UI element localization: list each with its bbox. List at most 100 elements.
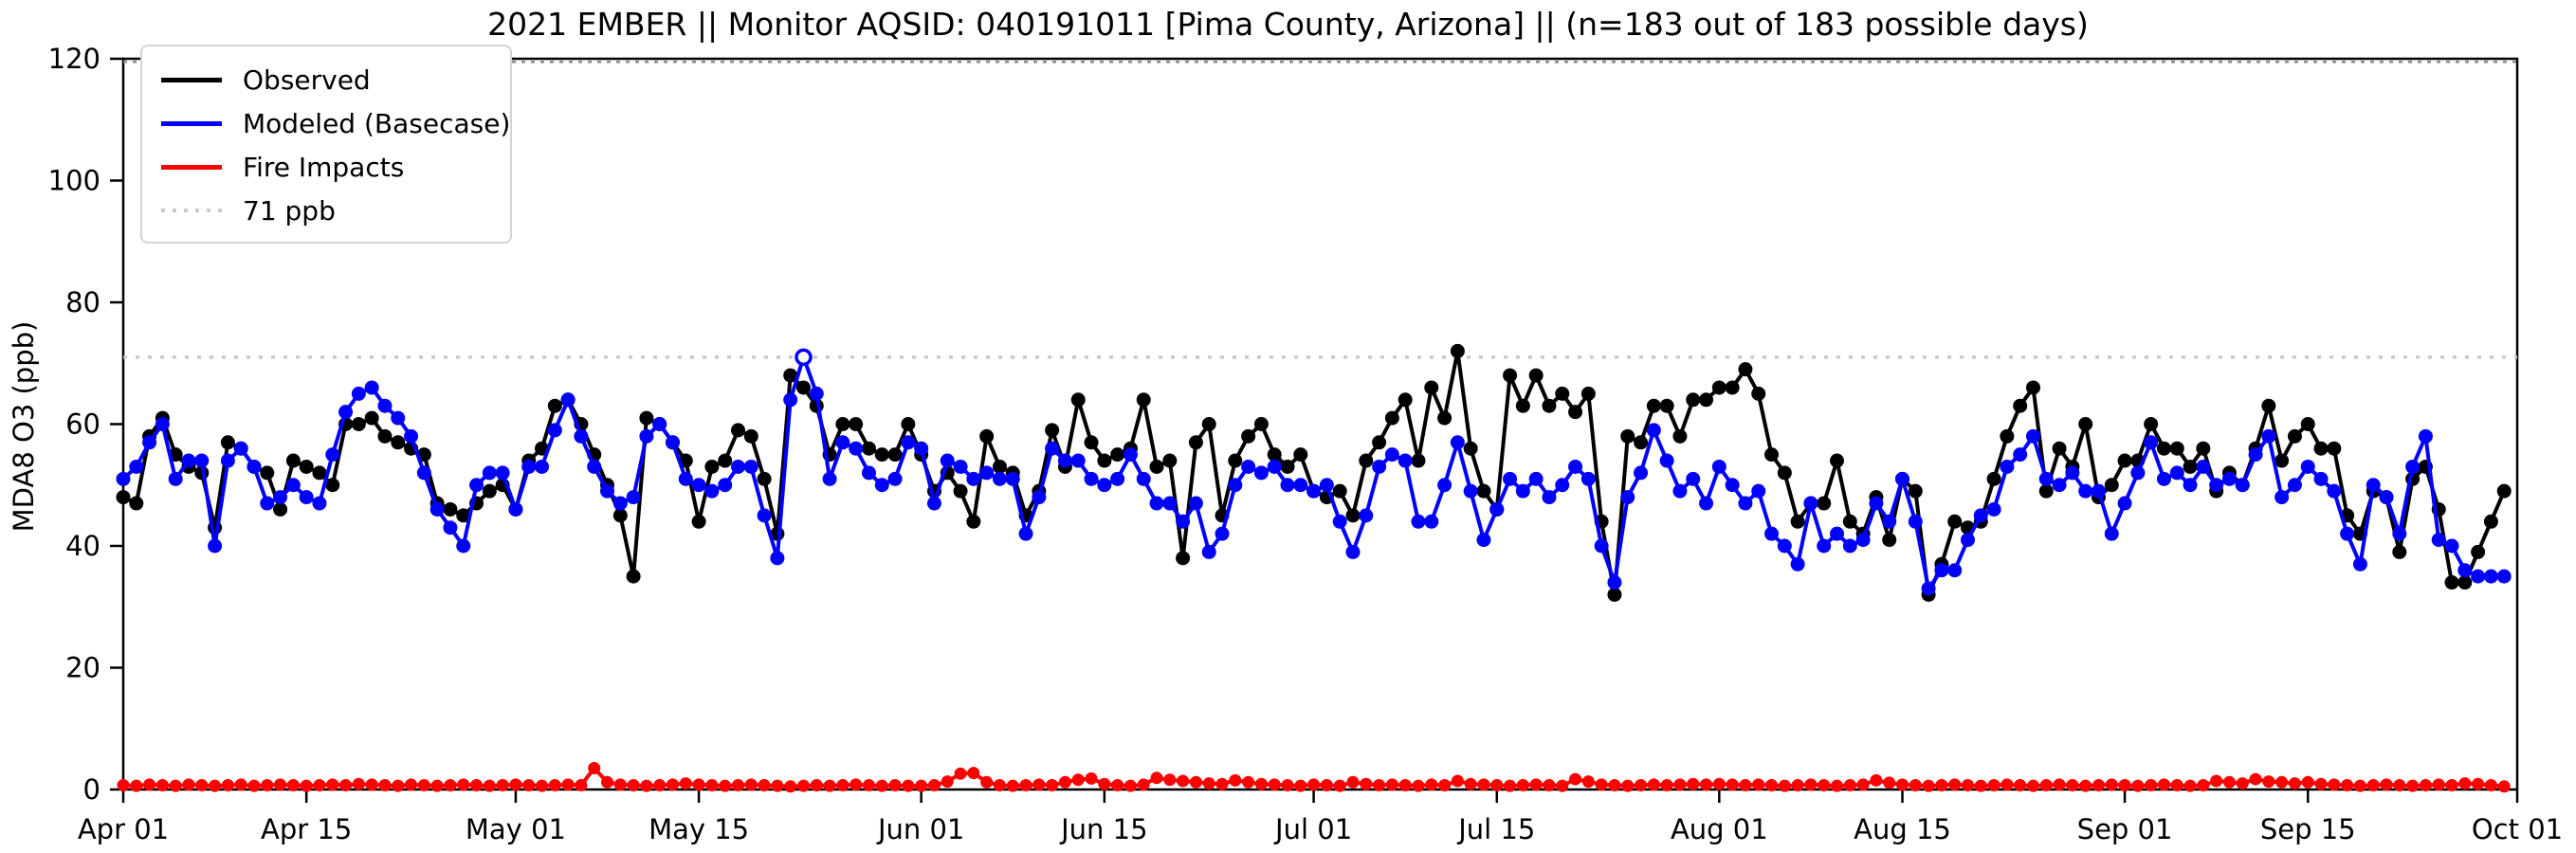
observed-line-marker bbox=[2144, 417, 2159, 431]
fire-impacts-line-marker bbox=[640, 779, 653, 792]
modeled-line-marker bbox=[2169, 465, 2184, 481]
modeled-line-marker bbox=[2025, 428, 2040, 444]
fire-impacts-line-marker bbox=[1516, 779, 1529, 792]
modeled-line-marker bbox=[666, 435, 681, 450]
modeled-line-marker bbox=[743, 459, 758, 474]
modeled-line-marker bbox=[116, 471, 131, 486]
fire-impacts-line-marker bbox=[2053, 778, 2066, 791]
fire-impacts-line-marker bbox=[2353, 779, 2366, 792]
fire-impacts-line-marker bbox=[1177, 774, 1190, 788]
modeled-line-marker bbox=[2117, 496, 2132, 511]
observed-line-marker bbox=[1411, 453, 1426, 468]
modeled-line-marker bbox=[2000, 459, 2015, 474]
modeled-line-marker bbox=[1149, 496, 1164, 511]
modeled-line-marker bbox=[2379, 490, 2394, 505]
observed-line-marker bbox=[861, 441, 876, 456]
observed-line-marker bbox=[2104, 478, 2119, 493]
modeled-line-marker bbox=[1620, 490, 1635, 505]
fire-impacts-line-marker bbox=[1189, 775, 1202, 789]
observed-line-marker bbox=[691, 514, 706, 529]
fire-impacts-line-marker bbox=[2380, 778, 2393, 791]
fire-impacts-line-marker bbox=[667, 778, 680, 791]
observed-line-marker bbox=[1699, 392, 1714, 408]
fire-impacts-line-marker bbox=[2105, 778, 2118, 791]
observed-line-marker bbox=[1450, 343, 1465, 358]
modeled-line-marker bbox=[1738, 496, 1753, 511]
modeled-line-marker bbox=[795, 348, 813, 367]
fire-impacts-line-marker bbox=[1961, 779, 1974, 792]
observed-line-marker bbox=[443, 501, 458, 517]
fire-impacts-line-marker bbox=[719, 779, 732, 792]
observed-line-marker bbox=[1398, 392, 1413, 408]
observed-line-marker bbox=[1359, 453, 1374, 468]
fire-impacts-line-marker bbox=[810, 779, 823, 792]
observed-line-marker bbox=[1738, 362, 1753, 377]
modeled-line-marker bbox=[181, 453, 196, 468]
modeled-line-marker bbox=[2275, 490, 2290, 505]
modeled-line-marker bbox=[770, 551, 785, 566]
modeled-line-marker bbox=[626, 490, 641, 505]
fire-impacts-line-marker bbox=[915, 779, 928, 792]
modeled-line-marker bbox=[2366, 478, 2381, 493]
fire-impacts-line-marker bbox=[1150, 771, 1163, 785]
modeled-line-marker bbox=[639, 428, 654, 444]
modeled-line-marker bbox=[2196, 459, 2211, 474]
modeled-line-marker bbox=[1594, 538, 1609, 554]
modeled-line-marker bbox=[2156, 471, 2171, 486]
x-tick-label: Jun 01 bbox=[876, 813, 964, 845]
fire-impacts-line-marker bbox=[1451, 774, 1464, 788]
observed-line-marker bbox=[351, 417, 366, 431]
observed-line-marker bbox=[2496, 483, 2512, 499]
observed-line-marker bbox=[1908, 483, 1923, 499]
fire-impacts-line-marker bbox=[1987, 779, 2001, 792]
fire-impacts-line-marker bbox=[1687, 777, 1700, 790]
fire-impacts-line-marker bbox=[2432, 778, 2445, 791]
fire-impacts-line-marker bbox=[1922, 779, 1935, 792]
modeled-line-marker bbox=[338, 405, 354, 420]
fire-impacts-line-marker bbox=[457, 778, 470, 791]
fire-impacts-line-marker bbox=[1215, 777, 1229, 790]
x-tick-label: Jul 15 bbox=[1456, 813, 1535, 845]
observed-line-marker bbox=[1110, 447, 1125, 463]
fire-impacts-line-marker bbox=[1909, 779, 1922, 792]
modeled-line-marker bbox=[1293, 478, 1308, 493]
fire-impacts-line-marker bbox=[2079, 779, 2092, 792]
modeled-line-marker bbox=[220, 453, 235, 468]
modeled-line-marker bbox=[1018, 526, 1033, 541]
observed-line-marker bbox=[1711, 380, 1726, 395]
modeled-line-marker bbox=[208, 538, 223, 554]
fire-impacts-line-marker bbox=[823, 779, 836, 792]
fire-impacts-line-marker bbox=[1385, 778, 1398, 791]
fire-impacts-line-marker bbox=[274, 778, 287, 791]
x-tick-label: Aug 15 bbox=[1854, 813, 1951, 845]
fire-impacts-line-marker bbox=[1202, 777, 1215, 790]
fire-impacts-line-marker bbox=[261, 779, 274, 792]
fire-impacts-line-marker bbox=[143, 778, 156, 791]
observed-line-marker bbox=[2156, 441, 2171, 456]
modeled-line-marker bbox=[1777, 538, 1792, 554]
fire-impacts-line-marker bbox=[1294, 779, 1307, 792]
observed-line-marker bbox=[325, 478, 340, 493]
observed-line-marker bbox=[1555, 386, 1570, 401]
fire-impacts-line-marker bbox=[1556, 779, 1569, 792]
fire-impacts-line-marker bbox=[1019, 779, 1032, 792]
modeled-line-marker bbox=[887, 471, 903, 486]
observed-line-marker bbox=[456, 508, 471, 523]
observed-line-marker bbox=[730, 423, 745, 438]
modeled-line-marker bbox=[822, 471, 837, 486]
modeled-line-marker bbox=[377, 398, 393, 413]
modeled-line-marker bbox=[2496, 569, 2512, 584]
observed-line-marker bbox=[1241, 428, 1256, 444]
fire-impacts-line-marker bbox=[417, 779, 430, 792]
modeled-line-marker bbox=[469, 478, 484, 493]
modeled-line-marker bbox=[482, 465, 497, 481]
observed-line-marker bbox=[220, 435, 235, 450]
modeled-line-marker bbox=[783, 392, 798, 408]
modeled-line-marker bbox=[273, 490, 288, 505]
observed-line-marker bbox=[1188, 435, 1203, 450]
fire-impacts-line-marker bbox=[1543, 779, 1556, 792]
observed-line-marker bbox=[2471, 544, 2486, 559]
modeled-line-marker bbox=[1555, 478, 1570, 493]
observed-line-marker bbox=[1476, 483, 1491, 499]
